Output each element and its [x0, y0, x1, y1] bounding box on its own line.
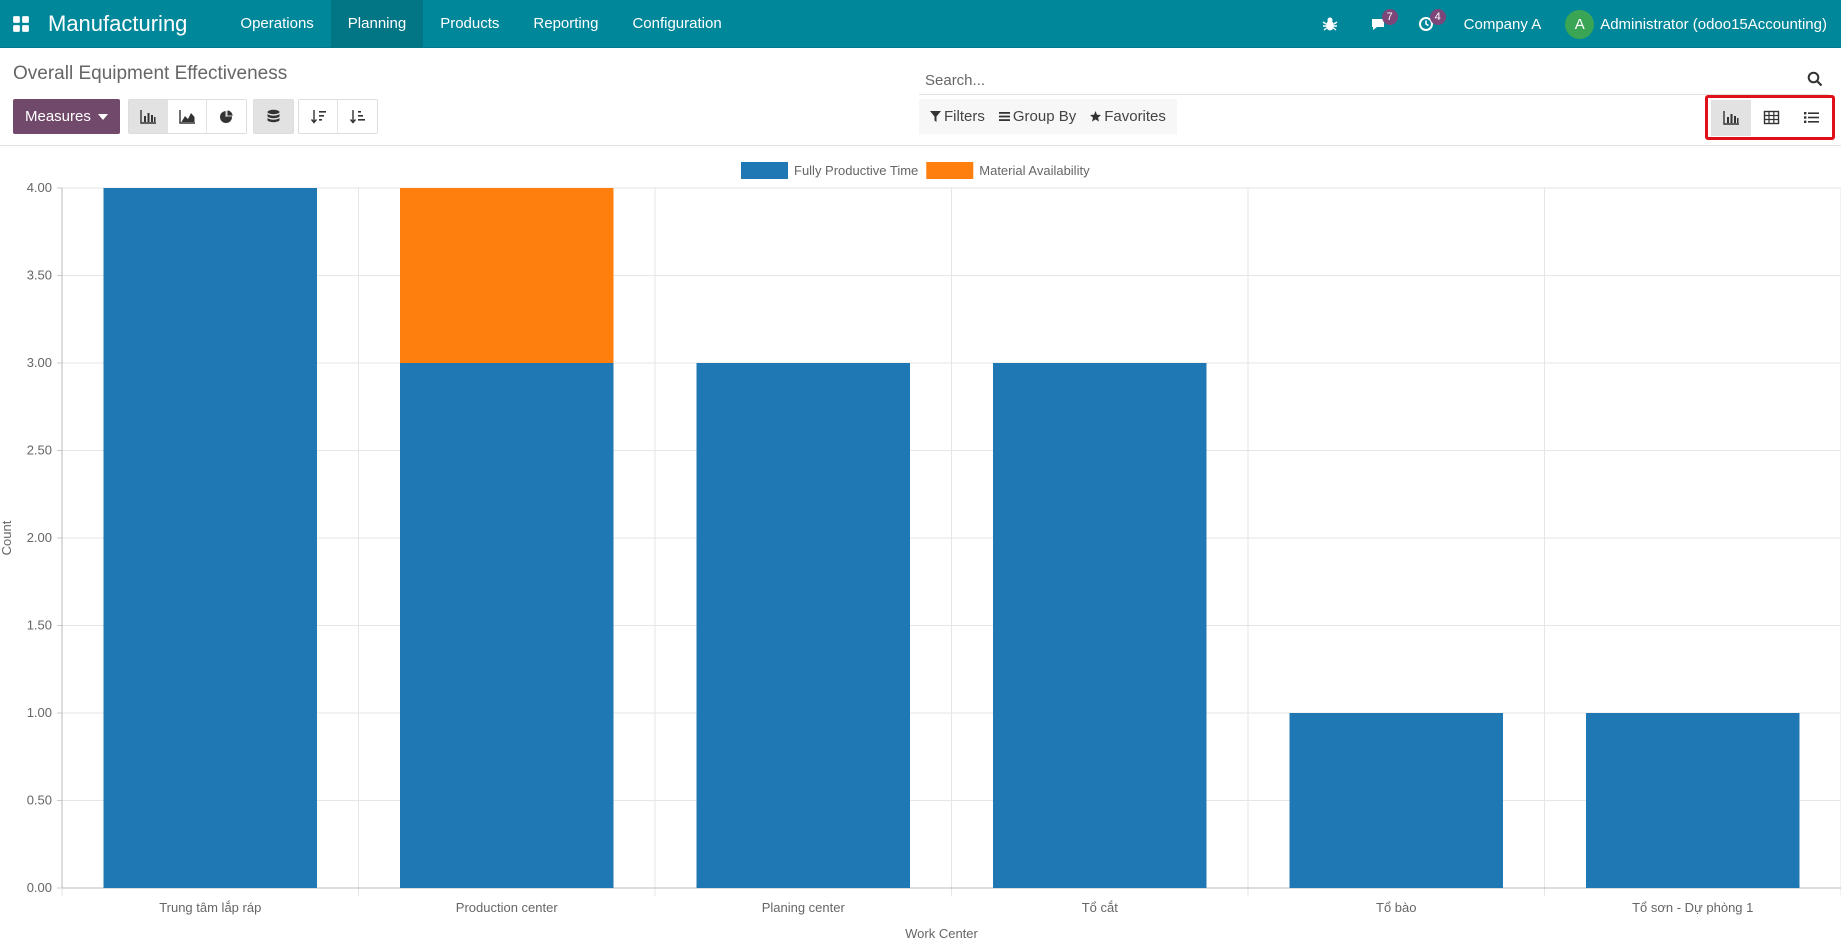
- page-title: Overall Equipment Effectiveness: [13, 63, 288, 84]
- area-chart-icon: [178, 110, 195, 124]
- x-axis-title: Work Center: [905, 926, 978, 941]
- star-icon: [1090, 111, 1102, 122]
- top-navbar: Manufacturing Operations Planning Produc…: [0, 0, 1841, 48]
- graph-view-button[interactable]: [1711, 99, 1751, 136]
- sort-group: [298, 99, 378, 134]
- y-tick-label: 0.50: [27, 793, 52, 808]
- y-tick-label: 3.50: [27, 268, 52, 283]
- y-tick-label: 3.00: [27, 355, 52, 370]
- y-tick-label: 1.00: [27, 705, 52, 720]
- sort-ascending-button[interactable]: [338, 100, 377, 133]
- x-tick-label: Trung tâm lắp ráp: [159, 900, 261, 915]
- activities-clock-icon[interactable]: 4: [1402, 0, 1450, 48]
- menu-products[interactable]: Products: [440, 14, 500, 32]
- x-tick-label: Tổ cắt: [1082, 900, 1119, 915]
- stacked-toggle-group: [253, 99, 294, 134]
- bars-icon: [998, 112, 1010, 121]
- search-icon[interactable]: [1807, 71, 1823, 87]
- list-icon: [1803, 112, 1819, 123]
- x-tick-label: Tổ bào: [1376, 900, 1416, 915]
- measures-button[interactable]: Measures: [13, 99, 120, 134]
- table-icon: [1763, 110, 1779, 125]
- database-icon: [267, 109, 280, 123]
- legend-swatch: [926, 162, 974, 179]
- chart-type-group: [128, 99, 247, 134]
- messages-badge: 7: [1381, 9, 1398, 25]
- filters-label: Filters: [944, 108, 985, 125]
- bar-fully-productive-time: [103, 188, 317, 888]
- apps-menu-icon[interactable]: [0, 0, 42, 48]
- sort-descending-button[interactable]: [299, 100, 338, 133]
- legend-label: Material Availability: [979, 163, 1090, 178]
- user-menu[interactable]: A Administrator (odoo15Accounting): [1565, 9, 1841, 39]
- search-options: Filters Group By Favorites: [919, 99, 1177, 134]
- bar-fully-productive-time: [993, 363, 1207, 888]
- y-tick-label: 0.00: [27, 880, 52, 895]
- main-menu: Operations Planning Products Reporting C…: [223, 0, 738, 48]
- view-switcher: [1705, 95, 1835, 140]
- bug-icon[interactable]: [1306, 0, 1354, 48]
- menu-operations[interactable]: Operations: [240, 14, 314, 32]
- company-switcher[interactable]: Company A: [1463, 15, 1542, 33]
- groupby-label: Group By: [1012, 108, 1077, 125]
- bar-fully-productive-time: [400, 363, 614, 888]
- systray: 7 4 Company A A Administrator (odoo15Acc…: [1306, 0, 1841, 48]
- sort-ascending-icon: [349, 110, 365, 124]
- filters-button[interactable]: Filters: [923, 99, 992, 134]
- y-axis-title: Count: [0, 520, 14, 555]
- y-tick-label: 1.50: [27, 618, 52, 633]
- search-bar: [919, 65, 1829, 95]
- control-panel: Overall Equipment Effectiveness Measures: [0, 48, 1841, 146]
- avatar: A: [1565, 9, 1595, 39]
- legend-label: Fully Productive Time: [794, 163, 918, 178]
- y-tick-label: 4.00: [27, 180, 52, 195]
- app-brand[interactable]: Manufacturing: [48, 10, 188, 36]
- menu-planning[interactable]: Planning: [330, 0, 424, 48]
- x-tick-label: Tổ sơn - Dự phòng 1: [1632, 900, 1753, 915]
- messages-icon[interactable]: 7: [1354, 0, 1402, 48]
- line-chart-button[interactable]: [168, 100, 207, 133]
- user-name: Administrator (odoo15Accounting): [1600, 15, 1827, 33]
- bar-fully-productive-time: [1289, 713, 1503, 888]
- menu-reporting[interactable]: Reporting: [533, 14, 599, 32]
- filter-icon: [930, 111, 941, 122]
- x-tick-label: Production center: [456, 900, 559, 915]
- bar-fully-productive-time: [696, 363, 910, 888]
- stacked-button[interactable]: [254, 100, 293, 133]
- x-tick-label: Planing center: [762, 900, 846, 915]
- favorites-button[interactable]: Favorites: [1083, 99, 1173, 134]
- pie-chart-button[interactable]: [207, 100, 246, 133]
- graph-chart: 0.00 0.50 1.00 1.50 2.00 2.50 3.00 3.50 4.00 Trun…: [0, 152, 1841, 945]
- bar-chart-button[interactable]: [129, 100, 168, 133]
- y-tick-label: 2.50: [27, 443, 52, 458]
- bar-chart-canvas: 0.00 0.50 1.00 1.50 2.00 2.50 3.00 3.50 4.00 Trun…: [0, 162, 1841, 941]
- activities-badge: 4: [1429, 9, 1446, 25]
- bar-chart-icon: [139, 110, 156, 124]
- search-input[interactable]: [925, 68, 1745, 92]
- y-tick-label: 2.00: [27, 530, 52, 545]
- menu-configuration[interactable]: Configuration: [632, 14, 722, 32]
- list-view-button[interactable]: [1791, 100, 1831, 136]
- pivot-view-button[interactable]: [1751, 100, 1791, 136]
- sort-descending-icon: [310, 110, 326, 124]
- groupby-button[interactable]: Group By: [992, 99, 1083, 134]
- bar-chart-icon: [1722, 111, 1739, 125]
- caret-down-icon: [97, 113, 108, 120]
- bar-fully-productive-time: [1586, 713, 1800, 888]
- legend-swatch: [741, 162, 788, 179]
- favorites-label: Favorites: [1104, 108, 1166, 125]
- pie-chart-icon: [220, 109, 234, 123]
- bar-material-availability: [400, 188, 614, 363]
- measures-label: Measures: [25, 108, 91, 125]
